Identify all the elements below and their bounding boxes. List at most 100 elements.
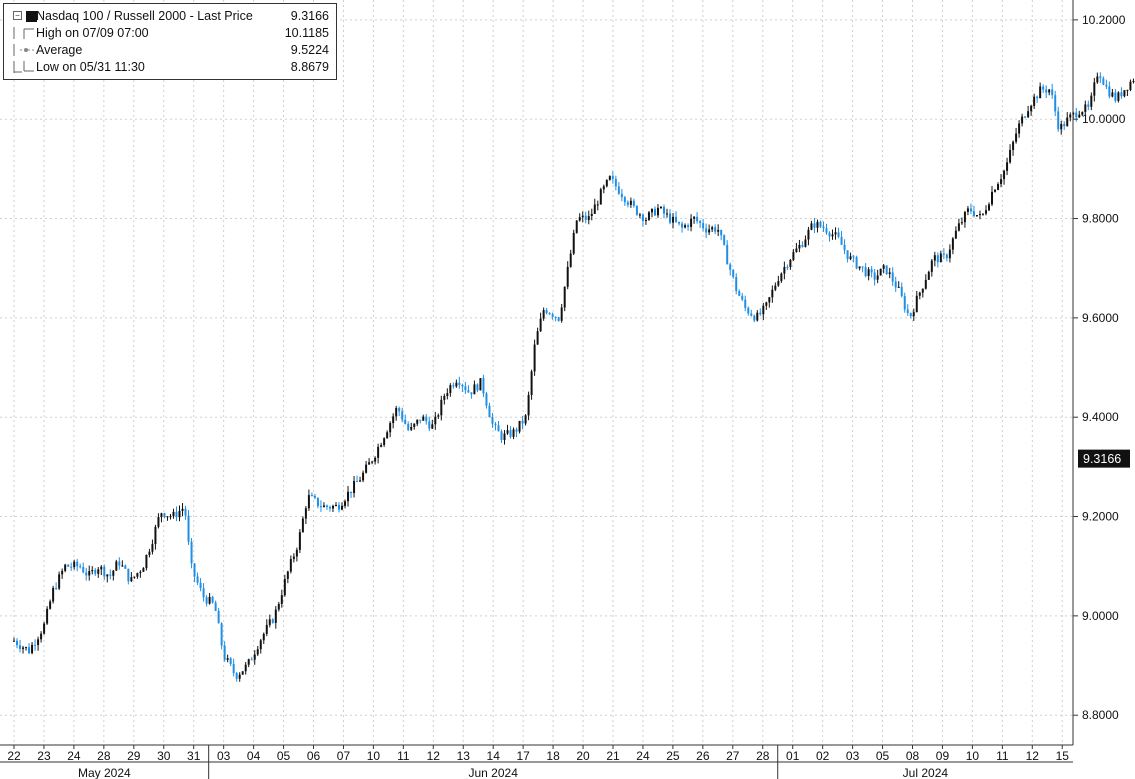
candle-body [518,420,521,432]
y-axis-labels: 8.8000 9.0000 9.2000 9.4000 9.6000 9.8000 10.0… [1082,13,1126,722]
candle-body [798,244,801,249]
candle-body [455,382,458,387]
candle-body [1081,112,1084,115]
candle-body [735,276,738,292]
candle-body [696,216,699,222]
candle-body [154,526,157,545]
candle-body [900,286,903,297]
x-tick-label: 04 [247,749,261,763]
candle-body [699,221,702,224]
candle-body [681,223,684,228]
candle-body [792,252,795,260]
candle-body [85,572,88,576]
candle-body [678,221,681,224]
candle-body [795,248,798,253]
candle-body [395,408,398,417]
candle-body [1084,104,1087,113]
candle-body [1012,141,1015,150]
candle-body [602,186,605,190]
candle-body [97,569,100,574]
candle-body [157,517,160,527]
candle-body [334,505,337,507]
candle-body [768,297,771,303]
x-tick-label: 10 [367,749,381,763]
y-tick-label: 10.0000 [1082,112,1126,126]
candle-body [479,378,482,391]
candle-body [988,204,991,211]
candle-body [593,204,596,214]
candle-body [160,513,163,518]
candle-body [539,318,542,332]
candle-body [780,273,783,282]
candle-body [142,568,145,572]
candle-body [151,544,154,552]
legend-high-value: 10.1185 [284,26,329,40]
candle-body [265,624,268,634]
candle-body [1090,95,1093,107]
candle-body [750,313,753,316]
candle-body [190,541,193,564]
candle-body [491,417,494,424]
candle-body [843,244,846,251]
candle-body [1102,78,1105,85]
candle-body [428,421,431,429]
x-tick-label: 02 [816,749,830,763]
candle-body [632,200,635,206]
legend-swatch: − [10,10,37,22]
candle-body [575,220,578,233]
legend-low-value: 8.8679 [290,60,329,74]
candle-body [852,256,855,258]
x-tick-label: 23 [37,749,51,763]
candle-body [506,430,509,434]
candle-body [620,193,623,198]
candle-body [31,644,34,654]
candle-body [867,269,870,277]
candle-body [70,566,73,568]
x-tick-label: 28 [756,749,770,763]
candle-body [82,567,85,573]
candle-body [927,271,930,280]
legend-average-label: Average [36,43,83,57]
candle-body [473,384,476,395]
candle-body [789,259,792,268]
candle-body [61,570,64,575]
candle-body [319,506,322,508]
candle-body [1030,105,1033,112]
candle-body [398,408,401,412]
candle-body [1126,89,1129,91]
candle-body [103,566,106,577]
candle-body [720,229,723,236]
candle-body [590,213,593,217]
chart-legend: − Nasdaq 100 / Russell 2000 - Last Price… [3,3,337,80]
candle-body [729,264,732,270]
candle-body [536,331,539,345]
candle-body [410,426,413,430]
candle-body [879,268,882,276]
candle-body [608,176,611,180]
candle-body [446,393,449,396]
candle-body [196,576,199,583]
candle-body [338,505,341,510]
candle-body [464,386,467,391]
candle-body [88,571,91,576]
candle-body [301,518,304,533]
collapse-box-icon[interactable]: − [13,11,22,20]
candle-body [542,310,545,319]
y-tick-label: 9.2000 [1082,510,1119,524]
candle-body [1111,92,1114,97]
candle-body [732,269,735,277]
candle-body [79,566,82,568]
x-tick-label: 05 [277,749,291,763]
candle-body [425,416,428,422]
candle-body [106,574,109,577]
candle-body [885,265,888,275]
candle-body [55,587,58,589]
candle-body [566,266,569,287]
candle-body [365,464,368,473]
candle-body [268,619,271,625]
candle-body [530,371,533,395]
candle-body [380,444,383,447]
candle-body [936,255,939,263]
candle-body [702,223,705,229]
